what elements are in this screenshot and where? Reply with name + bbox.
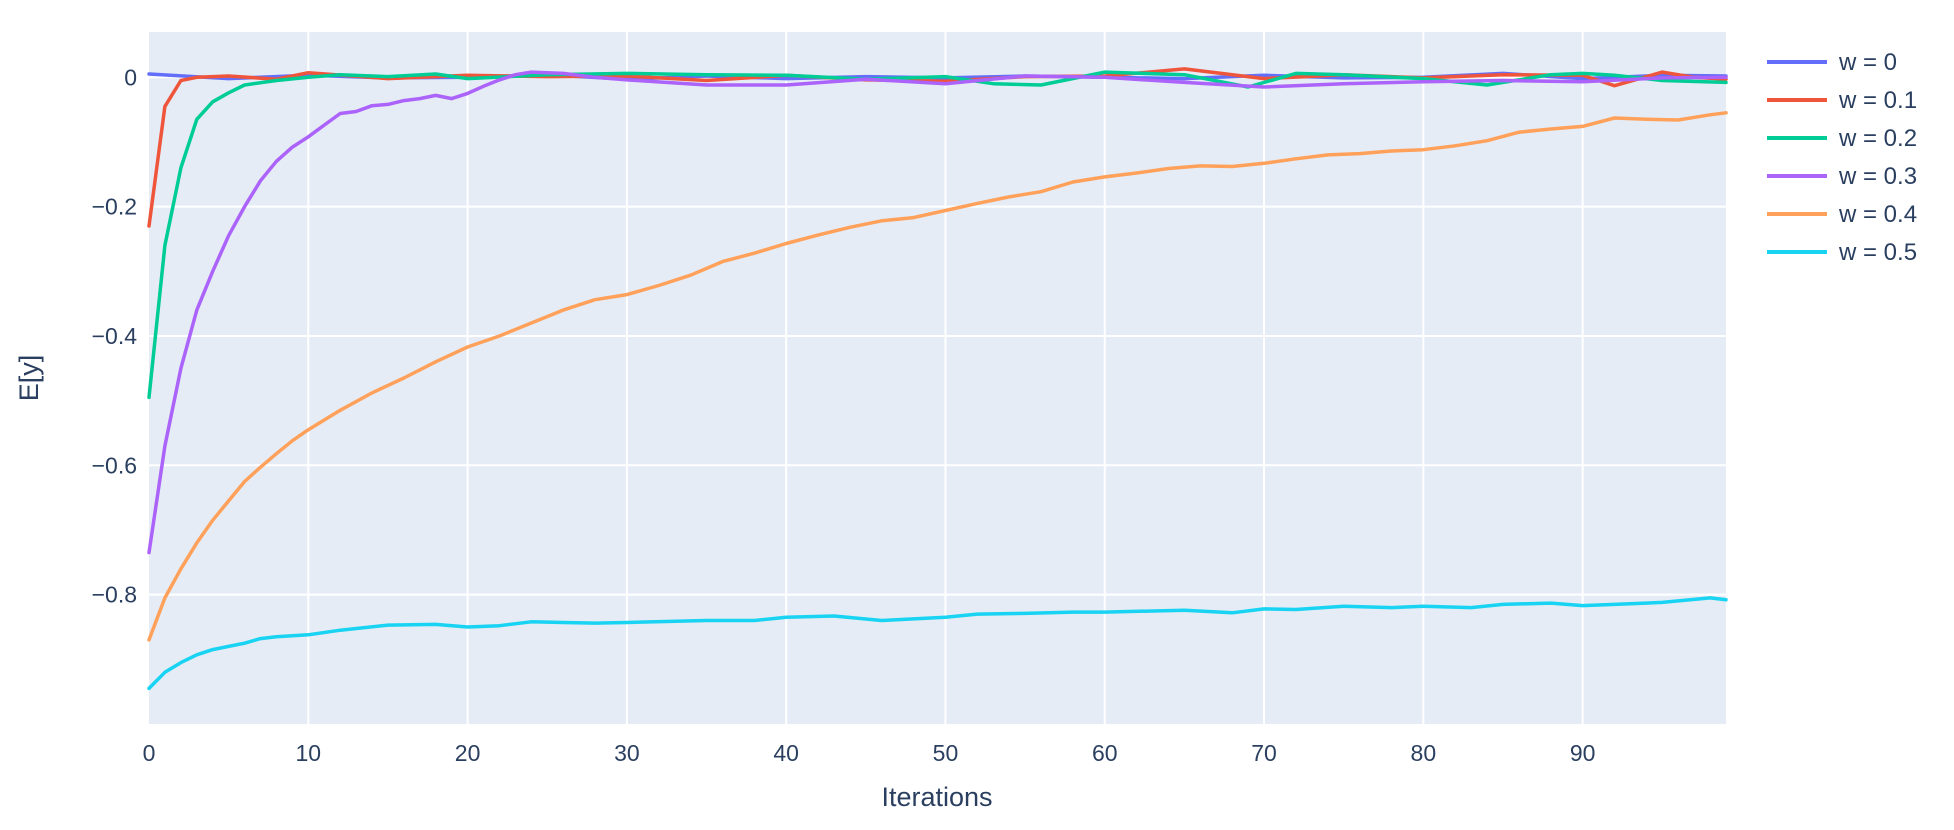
y-tick-label: −0.8 bbox=[92, 582, 137, 608]
x-tick-label: 90 bbox=[1570, 740, 1596, 766]
legend-label-0: w = 0 bbox=[1838, 49, 1897, 76]
plot-area bbox=[149, 32, 1726, 724]
x-tick-label: 60 bbox=[1092, 740, 1118, 766]
y-axis-ticks: 0 −0.2 −0.4 −0.6 −0.8 bbox=[92, 64, 138, 607]
legend-label-3: w = 0.3 bbox=[1838, 163, 1917, 190]
x-tick-label: 40 bbox=[773, 740, 799, 766]
series-lines bbox=[147, 67, 1728, 691]
x-axis-ticks: 0 10 20 30 40 50 60 70 80 90 bbox=[143, 740, 1596, 766]
legend-label-1: w = 0.1 bbox=[1838, 87, 1917, 114]
x-tick-label: 30 bbox=[614, 740, 640, 766]
legend-label-2: w = 0.2 bbox=[1838, 125, 1917, 152]
x-tick-label: 20 bbox=[455, 740, 481, 766]
y-tick-label: −0.2 bbox=[92, 194, 137, 220]
x-axis-title: Iterations bbox=[881, 782, 992, 812]
series-line-5 bbox=[147, 596, 1728, 691]
y-axis-title: E[y] bbox=[14, 355, 44, 402]
x-tick-label: 10 bbox=[295, 740, 321, 766]
x-tick-label: 70 bbox=[1251, 740, 1277, 766]
x-tick-label: 80 bbox=[1411, 740, 1437, 766]
series-line-3 bbox=[147, 70, 1728, 555]
legend-label-5: w = 0.5 bbox=[1838, 239, 1917, 266]
y-tick-label: 0 bbox=[124, 64, 137, 90]
y-tick-label: −0.4 bbox=[92, 323, 138, 349]
legend: w = 0 w = 0.1 w = 0.2 w = 0.3 w = 0.4 w = 0.5 bbox=[1767, 49, 1917, 266]
y-tick-label: −0.6 bbox=[92, 452, 137, 478]
legend-label-4: w = 0.4 bbox=[1838, 201, 1917, 228]
x-tick-label: 50 bbox=[933, 740, 959, 766]
series-line-4 bbox=[147, 111, 1728, 642]
series-line-2 bbox=[147, 70, 1728, 400]
x-tick-label: 0 bbox=[143, 740, 156, 766]
